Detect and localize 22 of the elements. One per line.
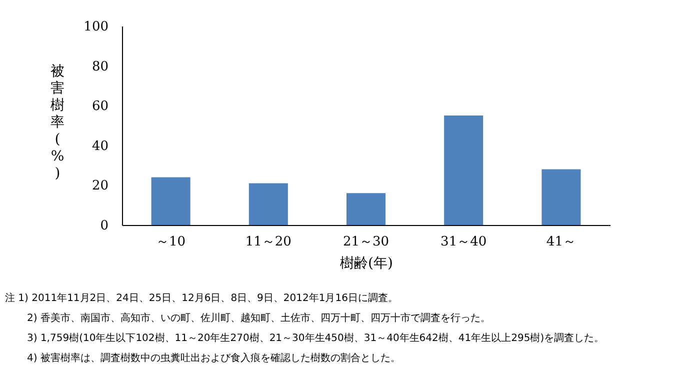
y-tick-label: 0 xyxy=(100,218,108,234)
x-axis-title: 樹齢(年) xyxy=(340,256,393,272)
text: 注 1) 2011年11月2日、24日、25日、12月6日、8日、9日、2012年1月16日に調査。 xyxy=(5,292,398,304)
y-tick-label: 40 xyxy=(92,138,108,154)
x-tick-label: ～10 xyxy=(156,234,186,250)
x-tick-label: 31～40 xyxy=(440,234,487,250)
y-tick-label: 60 xyxy=(92,99,108,114)
bar xyxy=(444,116,484,225)
y-axis-title: 被害樹率(%) xyxy=(50,64,64,182)
text: 3) 1,759樹(10年生以下102樹、11～20年生270樹、21～30年生450樹、31～40年生642樹、41年生以上295樹)を調査した。 xyxy=(27,332,604,344)
text: 2) 香美市、南国市、高知市、いの町、佐川町、越知町、土佐市、四万十町、四万十市で調査を行った。 xyxy=(27,312,490,324)
y-tick-label: 80 xyxy=(92,59,108,74)
bar xyxy=(346,193,386,225)
text: 4) 被害樹率は、調査樹数中の虫糞吐出および食入痕を確認した樹数の割合とした。 xyxy=(27,352,400,364)
x-tick-label: 41～ xyxy=(546,234,576,250)
x-tick-label: 21～30 xyxy=(342,234,390,250)
y-tick-label: 20 xyxy=(92,178,108,194)
x-tick-label: 11～20 xyxy=(245,234,292,250)
y-tick-label: 100 xyxy=(84,20,108,34)
bar xyxy=(248,183,288,225)
bar xyxy=(542,169,581,225)
bar xyxy=(151,177,190,225)
